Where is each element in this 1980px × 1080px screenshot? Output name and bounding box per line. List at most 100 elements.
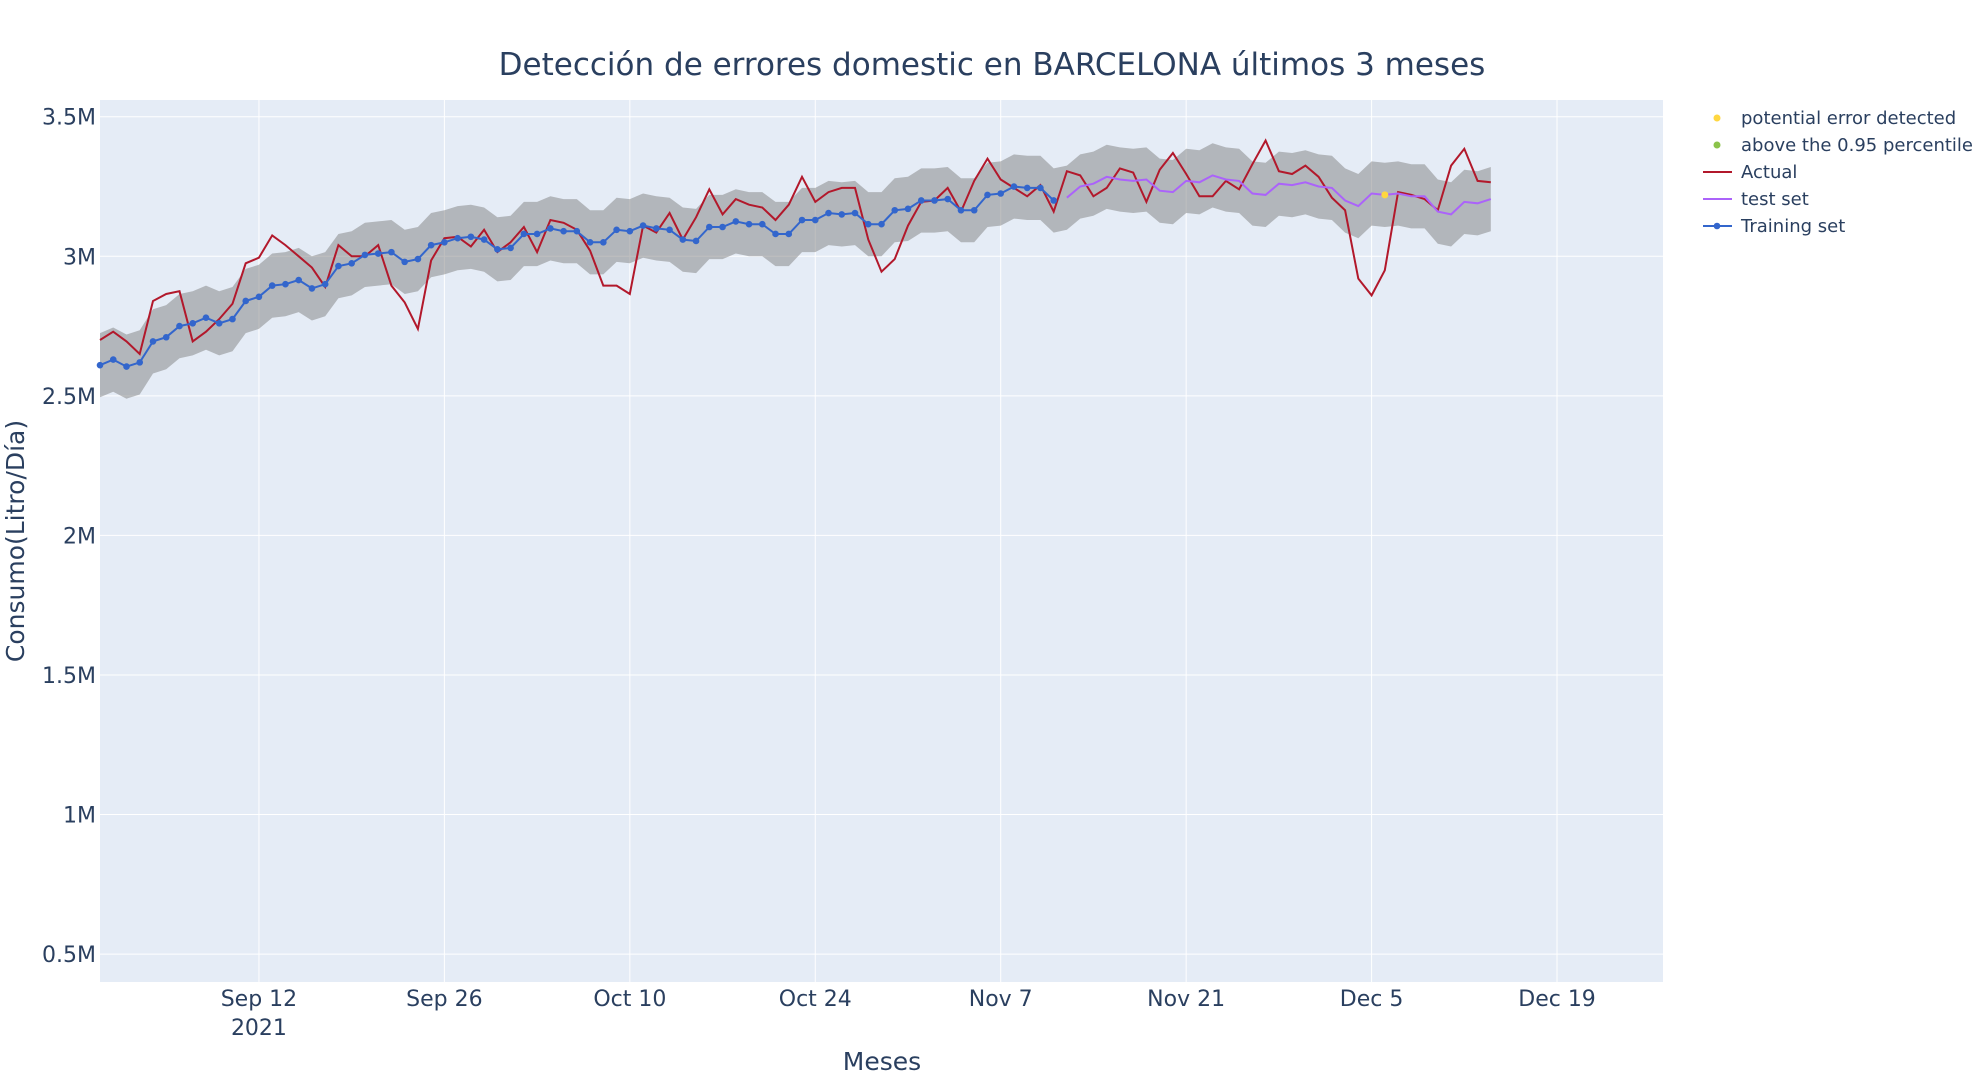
x-tick-label: Nov 7 bbox=[969, 987, 1033, 1012]
training-set-point bbox=[162, 333, 170, 341]
training-set-point bbox=[719, 223, 726, 231]
x-tick-label: Oct 24 bbox=[779, 987, 852, 1012]
training-set-point bbox=[917, 197, 925, 204]
training-set-point bbox=[441, 239, 448, 246]
training-set-point bbox=[374, 250, 382, 257]
training-set-point bbox=[96, 361, 104, 369]
training-set-point bbox=[242, 297, 250, 305]
legend[interactable]: potential error detected above the 0.95 p… bbox=[1703, 108, 1973, 237]
series bbox=[96, 138, 1492, 370]
training-set-point bbox=[600, 239, 607, 246]
training-set-point bbox=[414, 255, 422, 263]
training-set-point bbox=[268, 282, 276, 289]
legend-item[interactable]: Training set bbox=[1703, 216, 1845, 237]
x-tick-label: Nov 21 bbox=[1147, 987, 1225, 1012]
y-tick-label: 3.5M bbox=[42, 106, 96, 131]
y-tick-label: 2.5M bbox=[42, 385, 96, 410]
training-set-point bbox=[904, 205, 912, 213]
training-set-point bbox=[878, 220, 885, 228]
training-set-point bbox=[348, 259, 355, 267]
training-set-point bbox=[401, 258, 408, 266]
training-set-point bbox=[732, 218, 740, 225]
series-actual-line bbox=[99, 138, 1491, 356]
training-set-point bbox=[321, 280, 329, 288]
training-set-point bbox=[1010, 183, 1018, 190]
legend-item[interactable]: potential error detected bbox=[1713, 108, 1957, 129]
training-set-point bbox=[838, 211, 846, 218]
training-set-point bbox=[706, 223, 713, 231]
training-set-point bbox=[785, 230, 793, 238]
x-tick-label: Sep 26 bbox=[406, 987, 482, 1012]
legend-label: Actual bbox=[1741, 162, 1797, 183]
training-set-point bbox=[123, 363, 130, 370]
training-set-point bbox=[388, 248, 395, 256]
training-set-point bbox=[255, 293, 263, 301]
x-tick-label: Sep 12 bbox=[221, 987, 297, 1012]
training-set-point bbox=[984, 191, 991, 199]
training-set-point bbox=[811, 216, 819, 224]
training-set-point bbox=[295, 276, 302, 284]
legend-marker bbox=[1713, 114, 1721, 122]
training-set-point bbox=[944, 195, 952, 203]
training-set-point bbox=[825, 209, 832, 217]
training-set-point bbox=[282, 280, 289, 288]
training-set-point bbox=[454, 234, 461, 242]
y-tick-label: 2M bbox=[63, 524, 96, 549]
training-set-point bbox=[176, 322, 183, 330]
training-set-point bbox=[970, 206, 978, 214]
training-set-point bbox=[851, 209, 859, 217]
legend-label: Training set bbox=[1740, 216, 1845, 237]
y-tick-label: 1M bbox=[63, 804, 96, 829]
y-axis-ticks: 0.5M 1M 1.5M 2M 2.5M 3M 3.5M bbox=[42, 106, 96, 968]
training-set-point bbox=[427, 241, 435, 249]
x-tick-label: Dec 19 bbox=[1518, 987, 1596, 1012]
training-set-point bbox=[653, 225, 660, 232]
training-set-point bbox=[215, 319, 223, 327]
training-set-point bbox=[480, 236, 488, 243]
training-set-point bbox=[467, 233, 475, 241]
confidence-band-area bbox=[100, 143, 1491, 399]
training-set-point bbox=[613, 226, 620, 234]
training-set-point bbox=[1050, 197, 1057, 204]
training-set-point bbox=[335, 262, 342, 270]
chart-title: Detección de errores domestic en BARCELO… bbox=[499, 47, 1486, 83]
legend-item[interactable]: above the 0.95 percentile bbox=[1713, 135, 1974, 156]
training-set-point bbox=[758, 220, 766, 228]
training-set-point bbox=[136, 359, 144, 366]
training-set-point bbox=[1037, 184, 1044, 192]
training-set-point bbox=[361, 251, 369, 259]
x-tick-label: Oct 10 bbox=[593, 987, 666, 1012]
training-set-point bbox=[679, 236, 687, 243]
legend-item[interactable]: Actual bbox=[1703, 162, 1797, 183]
x-tick-sublabel: 2021 bbox=[231, 1016, 287, 1041]
training-set-point bbox=[560, 227, 567, 235]
training-set-point bbox=[189, 319, 197, 327]
training-set-point bbox=[931, 197, 938, 204]
x-tick-label: Dec 5 bbox=[1340, 987, 1404, 1012]
training-set-point bbox=[547, 225, 554, 232]
legend-label: potential error detected bbox=[1741, 108, 1956, 129]
training-set-point bbox=[109, 356, 117, 363]
x-axis-ticks: Sep 12 2021 Sep 26 Oct 10 Oct 24 Nov 7 Nov 21 D… bbox=[221, 987, 1596, 1041]
training-set-point bbox=[229, 315, 236, 323]
legend-marker bbox=[1713, 222, 1721, 230]
legend-label: above the 0.95 percentile bbox=[1741, 135, 1973, 156]
training-set-point bbox=[798, 216, 806, 224]
training-set-point bbox=[891, 206, 899, 214]
training-set-point bbox=[308, 285, 316, 292]
series-test-set-line bbox=[1066, 174, 1492, 216]
training-set-point bbox=[149, 338, 157, 345]
legend-marker bbox=[1713, 141, 1721, 149]
training-set-point bbox=[573, 227, 581, 235]
training-set-point bbox=[520, 230, 528, 238]
legend-label: test set bbox=[1741, 189, 1809, 210]
training-set-point bbox=[1023, 184, 1031, 192]
training-set-point bbox=[639, 222, 647, 229]
legend-item[interactable]: test set bbox=[1703, 189, 1809, 210]
potential-error-point bbox=[1381, 191, 1389, 199]
training-set-point bbox=[533, 230, 541, 238]
training-set-point bbox=[957, 206, 965, 214]
training-set-point bbox=[864, 220, 872, 228]
training-set-point bbox=[202, 314, 210, 322]
